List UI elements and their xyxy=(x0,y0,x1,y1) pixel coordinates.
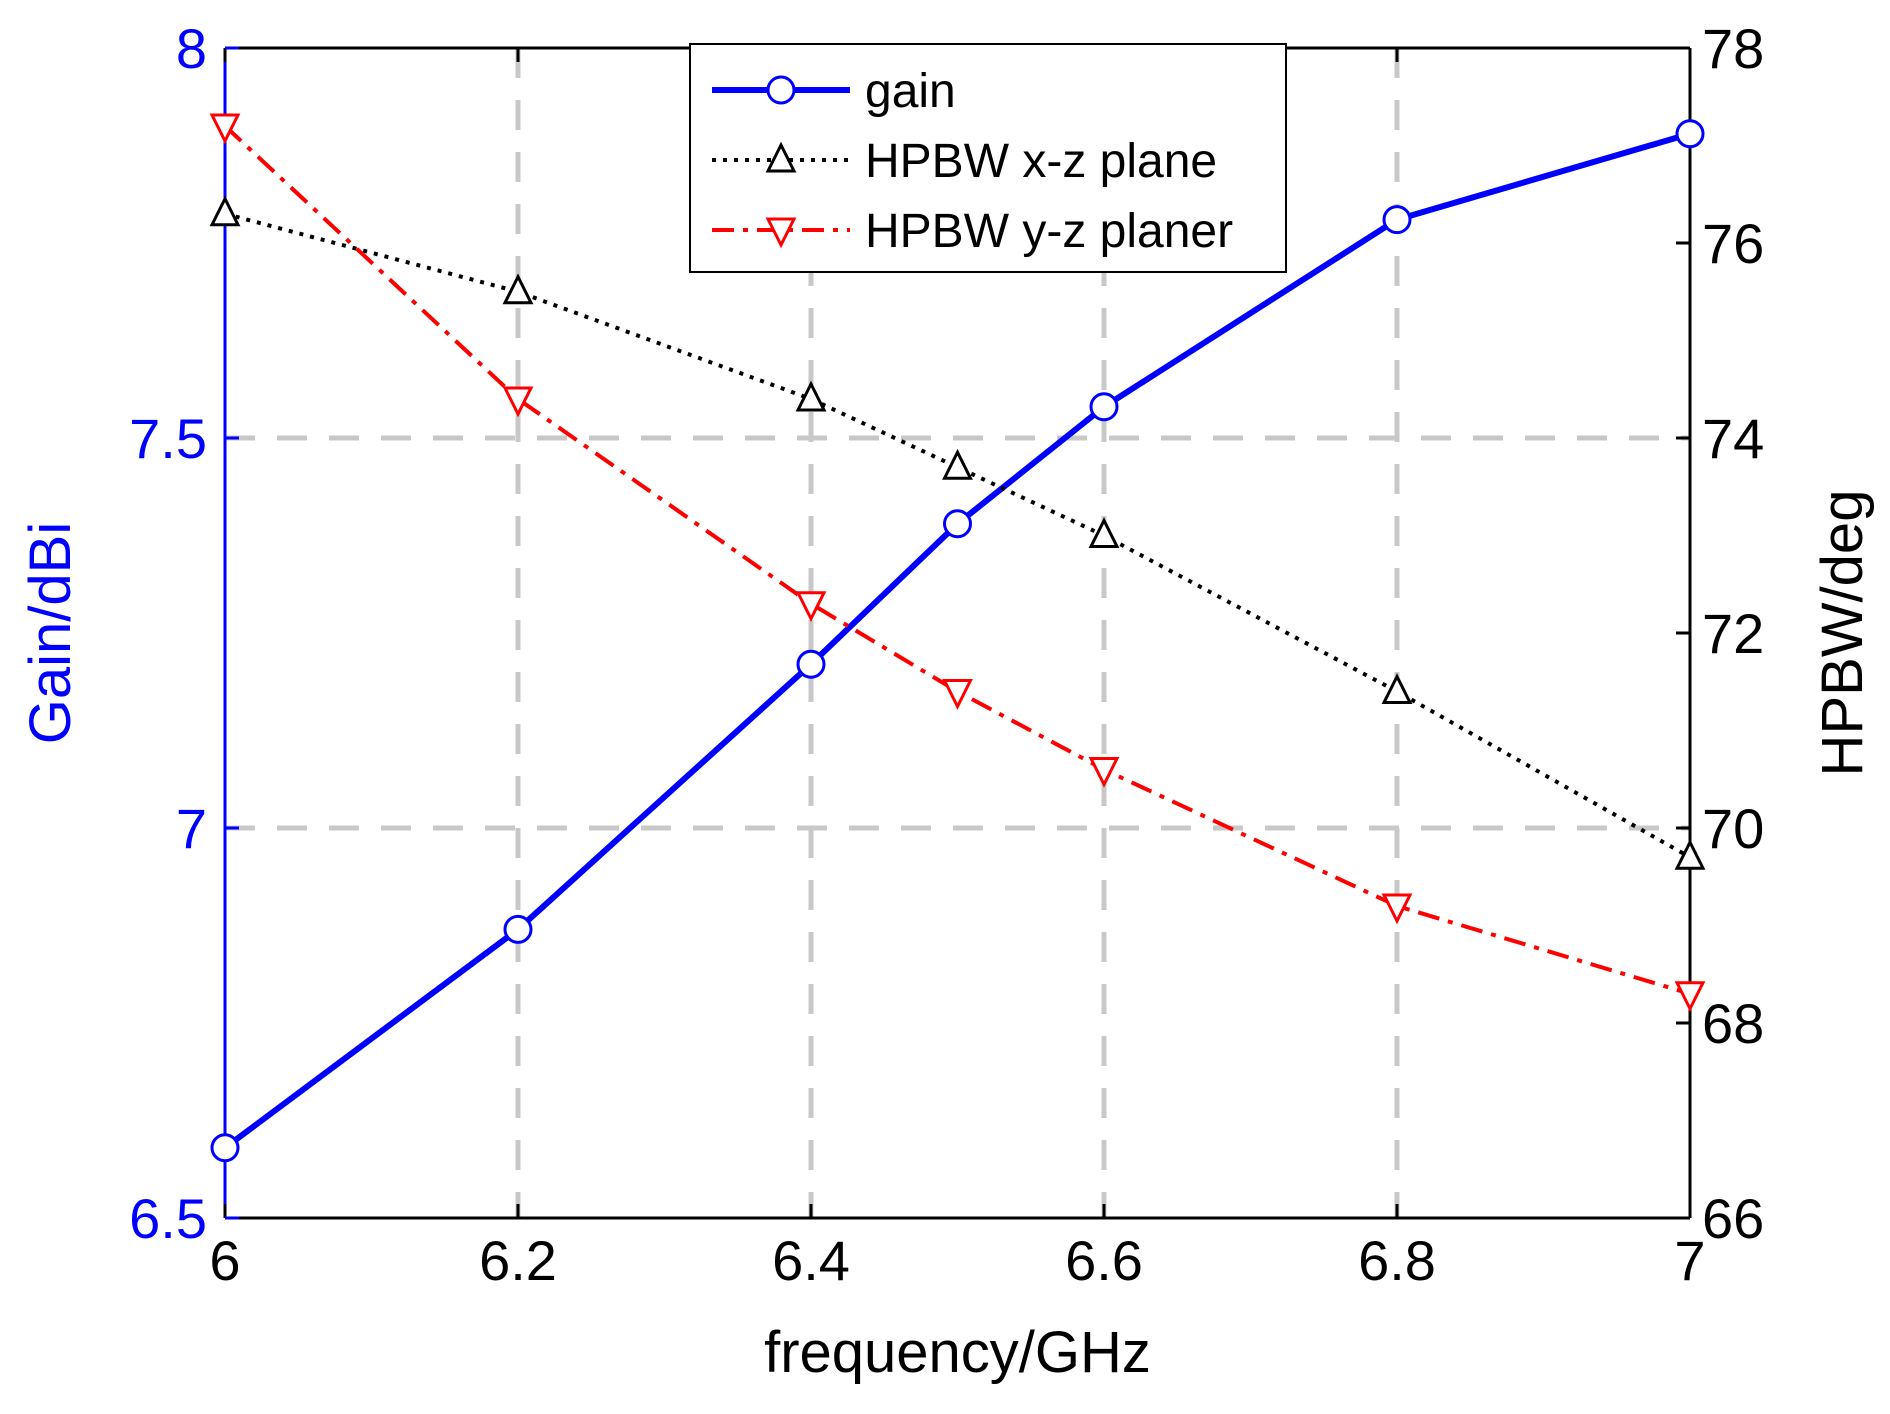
right-y-tick-label: 70 xyxy=(1702,797,1764,860)
data-point-series-1 xyxy=(1674,838,1706,870)
right-y-tick-label: 76 xyxy=(1702,212,1764,275)
data-point-series-2 xyxy=(795,591,827,623)
data-point-series-0 xyxy=(1675,119,1705,149)
right-y-tick-label: 78 xyxy=(1702,17,1764,80)
legend-label-2: HPBW y-z planer xyxy=(865,205,1233,258)
legend-marker-1 xyxy=(765,141,797,173)
right-y-tick-label: 68 xyxy=(1702,992,1764,1055)
data-point-series-1 xyxy=(942,448,973,480)
right-y-tick-label: 66 xyxy=(1702,1187,1764,1250)
legend-marker-2 xyxy=(765,217,797,249)
right-y-tick-label: 74 xyxy=(1702,407,1764,470)
left-y-tick-label: 7.5 xyxy=(129,407,207,470)
data-point-series-0 xyxy=(943,509,972,539)
series-1 xyxy=(209,195,1706,870)
data-point-series-1 xyxy=(1088,517,1120,548)
data-point-series-0 xyxy=(1089,392,1119,422)
series-2 xyxy=(209,113,1706,1013)
series-0 xyxy=(210,119,1705,1163)
data-point-series-2 xyxy=(209,113,241,145)
x-tick-label: 6.4 xyxy=(772,1229,850,1292)
x-tick-label: 6.6 xyxy=(1065,1229,1143,1292)
data-point-series-1 xyxy=(502,273,534,305)
data-point-series-0 xyxy=(796,649,826,679)
data-point-series-0 xyxy=(503,914,533,944)
legend-marker-0 xyxy=(766,75,796,105)
legend-label-0: gain xyxy=(865,65,956,118)
x-tick-label: 7 xyxy=(1674,1229,1705,1292)
data-point-series-1 xyxy=(1381,673,1413,704)
data-point-series-2 xyxy=(1088,757,1120,788)
x-axis-label: frequency/GHz xyxy=(764,1320,1151,1385)
data-point-series-0 xyxy=(210,1133,240,1163)
data-point-series-0 xyxy=(1382,205,1412,235)
right-y-tick-label: 72 xyxy=(1702,602,1764,665)
x-tick-label: 6.8 xyxy=(1358,1229,1436,1292)
grid xyxy=(225,48,1690,1218)
right-y-axis-label: HPBW/deg xyxy=(1810,490,1875,777)
left-y-axis-label: Gain/dBi xyxy=(18,522,83,744)
legend: gain HPBW x-z plane HPBW y-z planer xyxy=(689,43,1287,273)
data-point-series-2 xyxy=(502,386,534,418)
left-y-tick-label: 7 xyxy=(176,797,207,860)
x-tick-label: 6 xyxy=(209,1229,240,1292)
data-point-series-2 xyxy=(1381,893,1413,925)
data-point-series-2 xyxy=(942,679,973,710)
data-point-series-2 xyxy=(1674,981,1706,1013)
x-tick-label: 6.2 xyxy=(479,1229,557,1292)
series-layer xyxy=(209,113,1706,1163)
legend-label-1: HPBW x-z plane xyxy=(865,135,1217,188)
data-point-series-1 xyxy=(795,380,827,412)
left-y-tick-label: 8 xyxy=(176,17,207,80)
ticks: 6 6.2 6.4 6.6 6.8 7 6.5 7 7.5 8 66 68 70 72 74 76 78 xyxy=(129,17,1764,1292)
left-y-tick-label: 6.5 xyxy=(129,1187,207,1250)
data-point-series-1 xyxy=(209,195,241,227)
